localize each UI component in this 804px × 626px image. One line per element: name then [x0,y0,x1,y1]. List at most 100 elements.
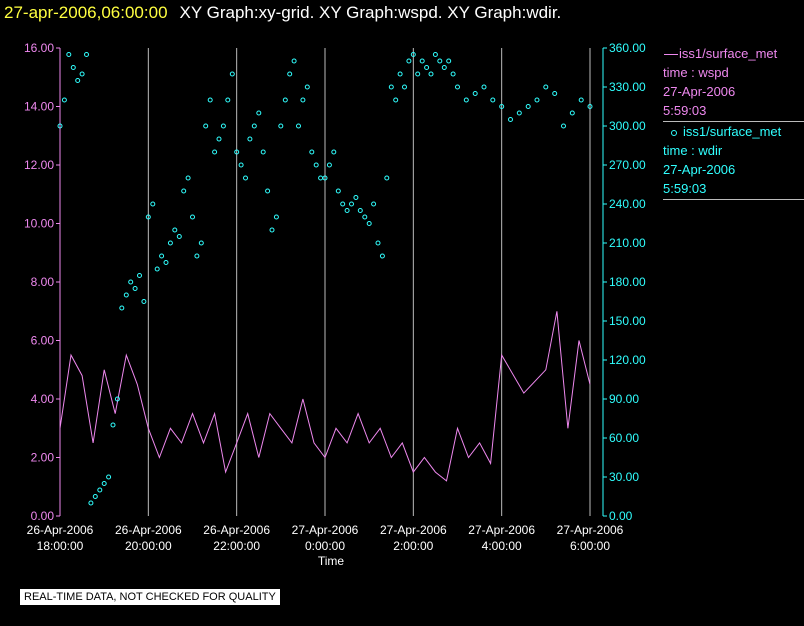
title-bar: 27-apr-2006,06:00:00 XY Graph:xy-grid. XY… [4,0,561,26]
left-tick-label: 10.00 [24,217,54,231]
wdir-point [282,97,288,103]
wdir-point [534,97,540,103]
right-tick-label: 330.00 [609,80,646,94]
x-tick-label: 27-Apr-2006 [292,523,359,537]
left-tick-label: 6.00 [31,334,55,348]
right-tick-label: 0.00 [609,509,633,523]
wdir-point [238,162,244,168]
wdir-point [145,214,151,220]
wdir-point [269,227,275,233]
wdir-point [402,84,407,90]
x-tick-label: 20:00:00 [125,539,172,553]
wdir-point [384,175,390,181]
wdir-point [335,188,341,194]
legend-wspd-date: 27-Apr-2006 [663,84,736,99]
left-tick-label: 2.00 [31,451,55,465]
right-tick-label: 360.00 [609,41,646,55]
left-axis-wspd: 0.00 2.00 4.00 6.00 8.00 10.00 12.00 14.00 16.00 [24,41,61,523]
wdir-point [578,97,584,103]
wdir-point [229,71,235,77]
wdir-point [101,481,107,486]
legend: iss1/surface_met time : wspd 27-Apr-2006… [663,44,804,200]
line-swatch-icon [664,54,678,56]
legend-wspd-name-row: iss1/surface_met [663,44,804,63]
wdir-point [92,494,98,499]
wdir-point [194,253,200,259]
wdir-point [119,305,125,311]
x-axis-label: Time [318,554,345,568]
wdir-point [167,240,173,246]
wdir-point [97,487,103,493]
wdir-point [450,71,456,77]
left-tick-label: 8.00 [31,275,55,289]
wdir-point [419,58,425,64]
right-tick-label: 90.00 [609,392,639,406]
wdir-point [181,188,187,194]
wdir-point [410,52,416,57]
wdir-point [304,84,310,90]
wdir-point [349,201,354,207]
wdir-point [366,221,372,226]
wdir-point [79,71,85,77]
wdir-point [463,97,469,103]
left-tick-label: 12.00 [24,158,54,172]
wdir-point [159,253,165,259]
wdir-point [88,500,94,506]
x-tick-label: 27-Apr-2006 [557,523,624,537]
left-tick-label: 14.00 [24,100,54,114]
wdir-series [57,52,593,506]
wspd-series [59,311,591,482]
wdir-point [340,201,346,207]
wdir-point [322,175,328,181]
wspd-line [59,311,591,482]
wdir-point [428,71,434,77]
legend-wdir-date: 27-Apr-2006 [663,162,736,177]
wdir-point [331,149,337,155]
circle-marker-icon [671,129,677,136]
wdir-point [256,110,262,116]
wdir-point [508,117,513,122]
wdir-point [357,208,363,213]
wdir-point [251,123,257,129]
wdir-point [569,110,575,116]
wdir-point [163,260,169,265]
right-tick-label: 150.00 [609,314,646,328]
wdir-point [296,123,301,129]
wdir-point [543,84,549,90]
legend-wdir-name: iss1/surface_met [683,124,782,139]
wdir-point [128,279,134,285]
legend-entry-wspd: iss1/surface_met time : wspd 27-Apr-2006… [663,44,804,122]
wdir-point [291,58,297,64]
quality-notice: REAL-TIME DATA, NOT CHECKED FOR QUALITY [20,589,280,605]
wdir-point [70,65,76,70]
right-tick-label: 240.00 [609,197,646,211]
wdir-point [516,110,522,116]
wdir-point [300,97,306,103]
wdir-point [371,201,377,207]
wdir-point [172,227,178,233]
wdir-point [265,188,271,194]
left-tick-label: 4.00 [31,392,55,406]
x-tick-label: 6:00:00 [570,539,610,553]
wdir-point [207,97,213,103]
wdir-point [225,97,231,103]
x-tick-label: 4:00:00 [482,539,522,553]
wdir-point [150,201,156,207]
wdir-point [176,234,182,239]
legend-wspd-name: iss1/surface_met [679,46,778,61]
wdir-point [185,175,191,181]
wdir-point [287,71,293,77]
wdir-point [84,52,89,57]
x-tick-label: 2:00:00 [393,539,433,553]
right-tick-label: 270.00 [609,158,646,172]
wdir-point [362,214,368,220]
wdir-point [114,396,120,402]
right-tick-label: 210.00 [609,236,646,250]
wdir-point [234,149,240,155]
x-tick-label: 26-Apr-2006 [115,523,182,537]
wdir-point [397,71,403,77]
wdir-point [481,84,487,90]
wdir-point [203,123,209,129]
left-tick-label: 0.00 [31,509,55,523]
